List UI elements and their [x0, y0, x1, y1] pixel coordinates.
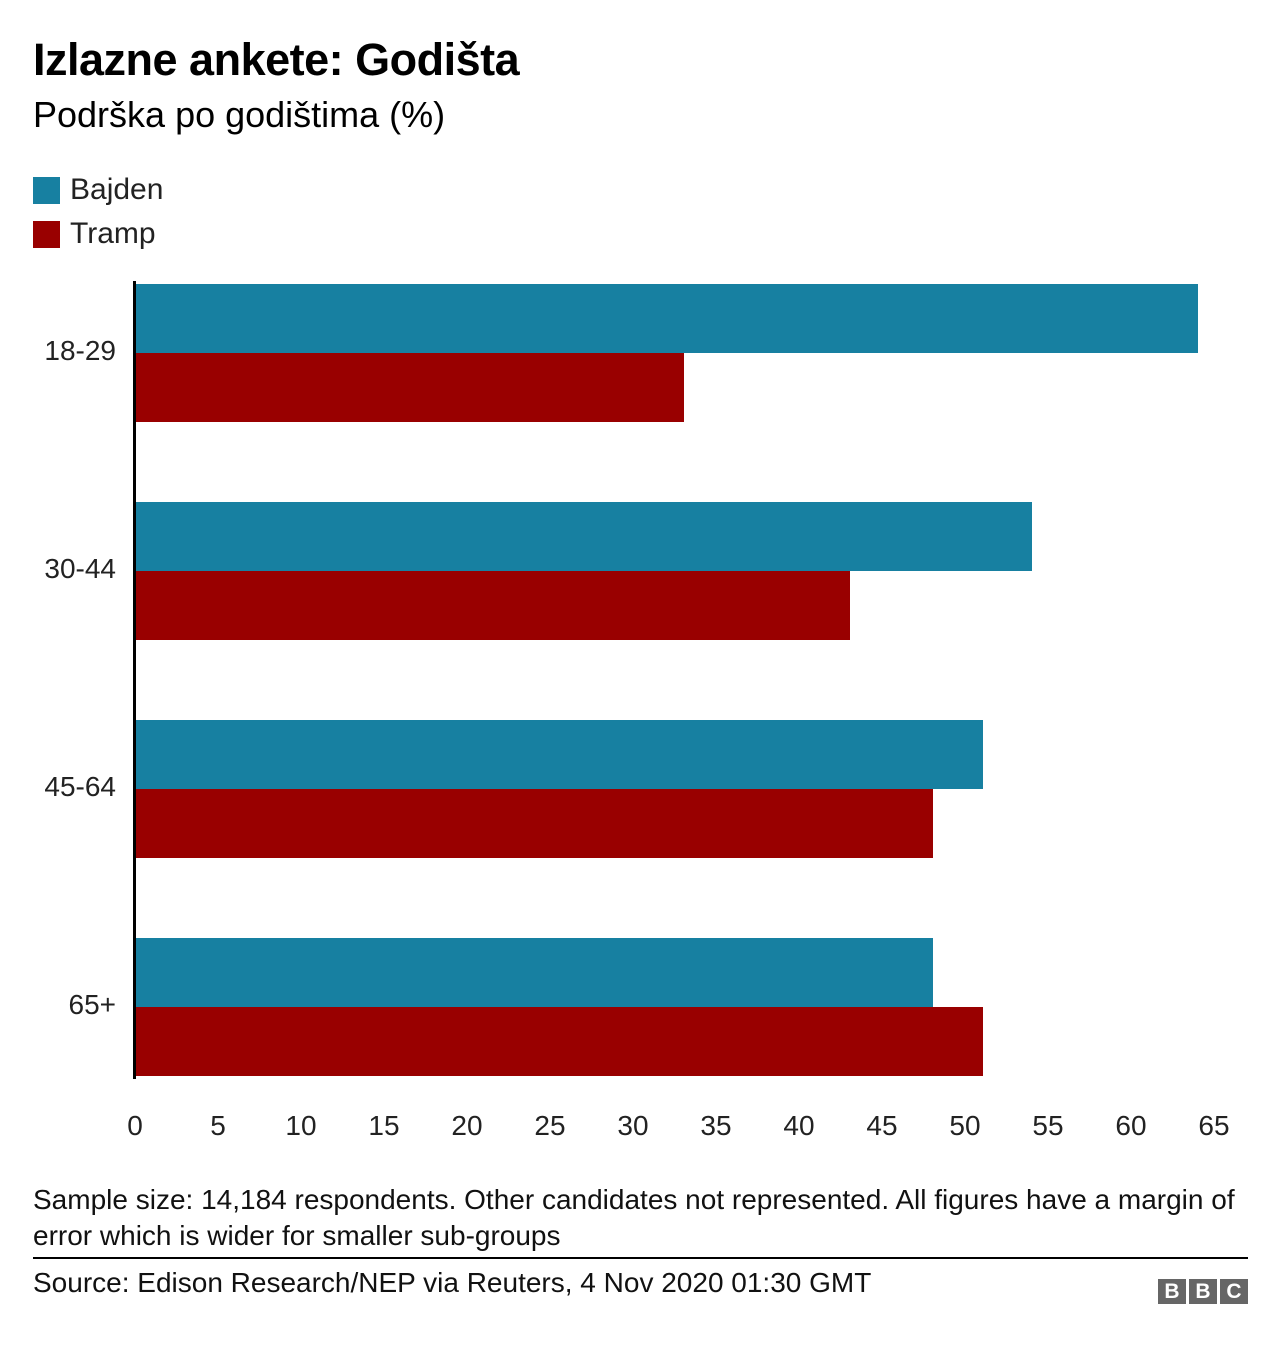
- category-label: 45-64: [44, 771, 116, 802]
- legend: Bajden Tramp: [33, 168, 163, 256]
- x-tick-label: 45: [866, 1110, 898, 1141]
- bar-bajden-45-64: [136, 720, 983, 789]
- x-tick-label: 55: [1032, 1110, 1064, 1141]
- x-tick-label: 25: [534, 1110, 566, 1141]
- footnote: Sample size: 14,184 respondents. Other c…: [33, 1184, 1235, 1251]
- bbc-logo-letter: C: [1220, 1279, 1248, 1304]
- bar-bajden-30-44: [136, 502, 1033, 571]
- bar-tramp-65+: [136, 1007, 983, 1076]
- legend-label: Tramp: [70, 217, 156, 250]
- footer-divider: [33, 1257, 1248, 1259]
- x-tick-label: 65: [1198, 1110, 1230, 1141]
- category-label: 30-44: [44, 553, 116, 584]
- legend-swatch-tramp: [33, 220, 60, 248]
- bbc-logo-letter: B: [1189, 1279, 1217, 1304]
- source-text: Source: Edison Research/NEP via Reuters,…: [33, 1267, 872, 1298]
- bar-bajden-65+: [136, 938, 933, 1007]
- chart-title: Izlazne ankete: Godišta: [33, 34, 520, 85]
- y-axis-line: [133, 281, 136, 1079]
- bar-tramp-45-64: [136, 789, 933, 858]
- x-tick-label: 35: [700, 1110, 732, 1141]
- bbc-logo: B B C: [1158, 1279, 1248, 1304]
- bbc-logo-letter: B: [1158, 1279, 1186, 1304]
- x-tick-label: 10: [285, 1110, 317, 1141]
- legend-item-tramp: Tramp: [33, 212, 163, 256]
- x-tick-label: 30: [617, 1110, 649, 1141]
- x-tick-label: 40: [783, 1110, 815, 1141]
- x-tick-label: 15: [368, 1110, 400, 1141]
- legend-swatch-bajden: [33, 176, 60, 204]
- legend-label: Bajden: [70, 173, 164, 206]
- bar-tramp-18-29: [136, 353, 684, 422]
- x-tick-label: 0: [127, 1110, 143, 1141]
- x-tick-label: 60: [1115, 1110, 1147, 1141]
- bar-bajden-18-29: [136, 284, 1199, 353]
- category-label: 65+: [68, 989, 117, 1020]
- x-tick-label: 20: [451, 1110, 483, 1141]
- legend-item-bajden: Bajden: [33, 168, 163, 212]
- category-label: 18-29: [44, 335, 116, 366]
- bar-tramp-30-44: [136, 571, 850, 640]
- chart-subtitle: Podrška po godištima (%): [33, 94, 446, 135]
- x-tick-label: 5: [210, 1110, 226, 1141]
- x-tick-label: 50: [949, 1110, 981, 1141]
